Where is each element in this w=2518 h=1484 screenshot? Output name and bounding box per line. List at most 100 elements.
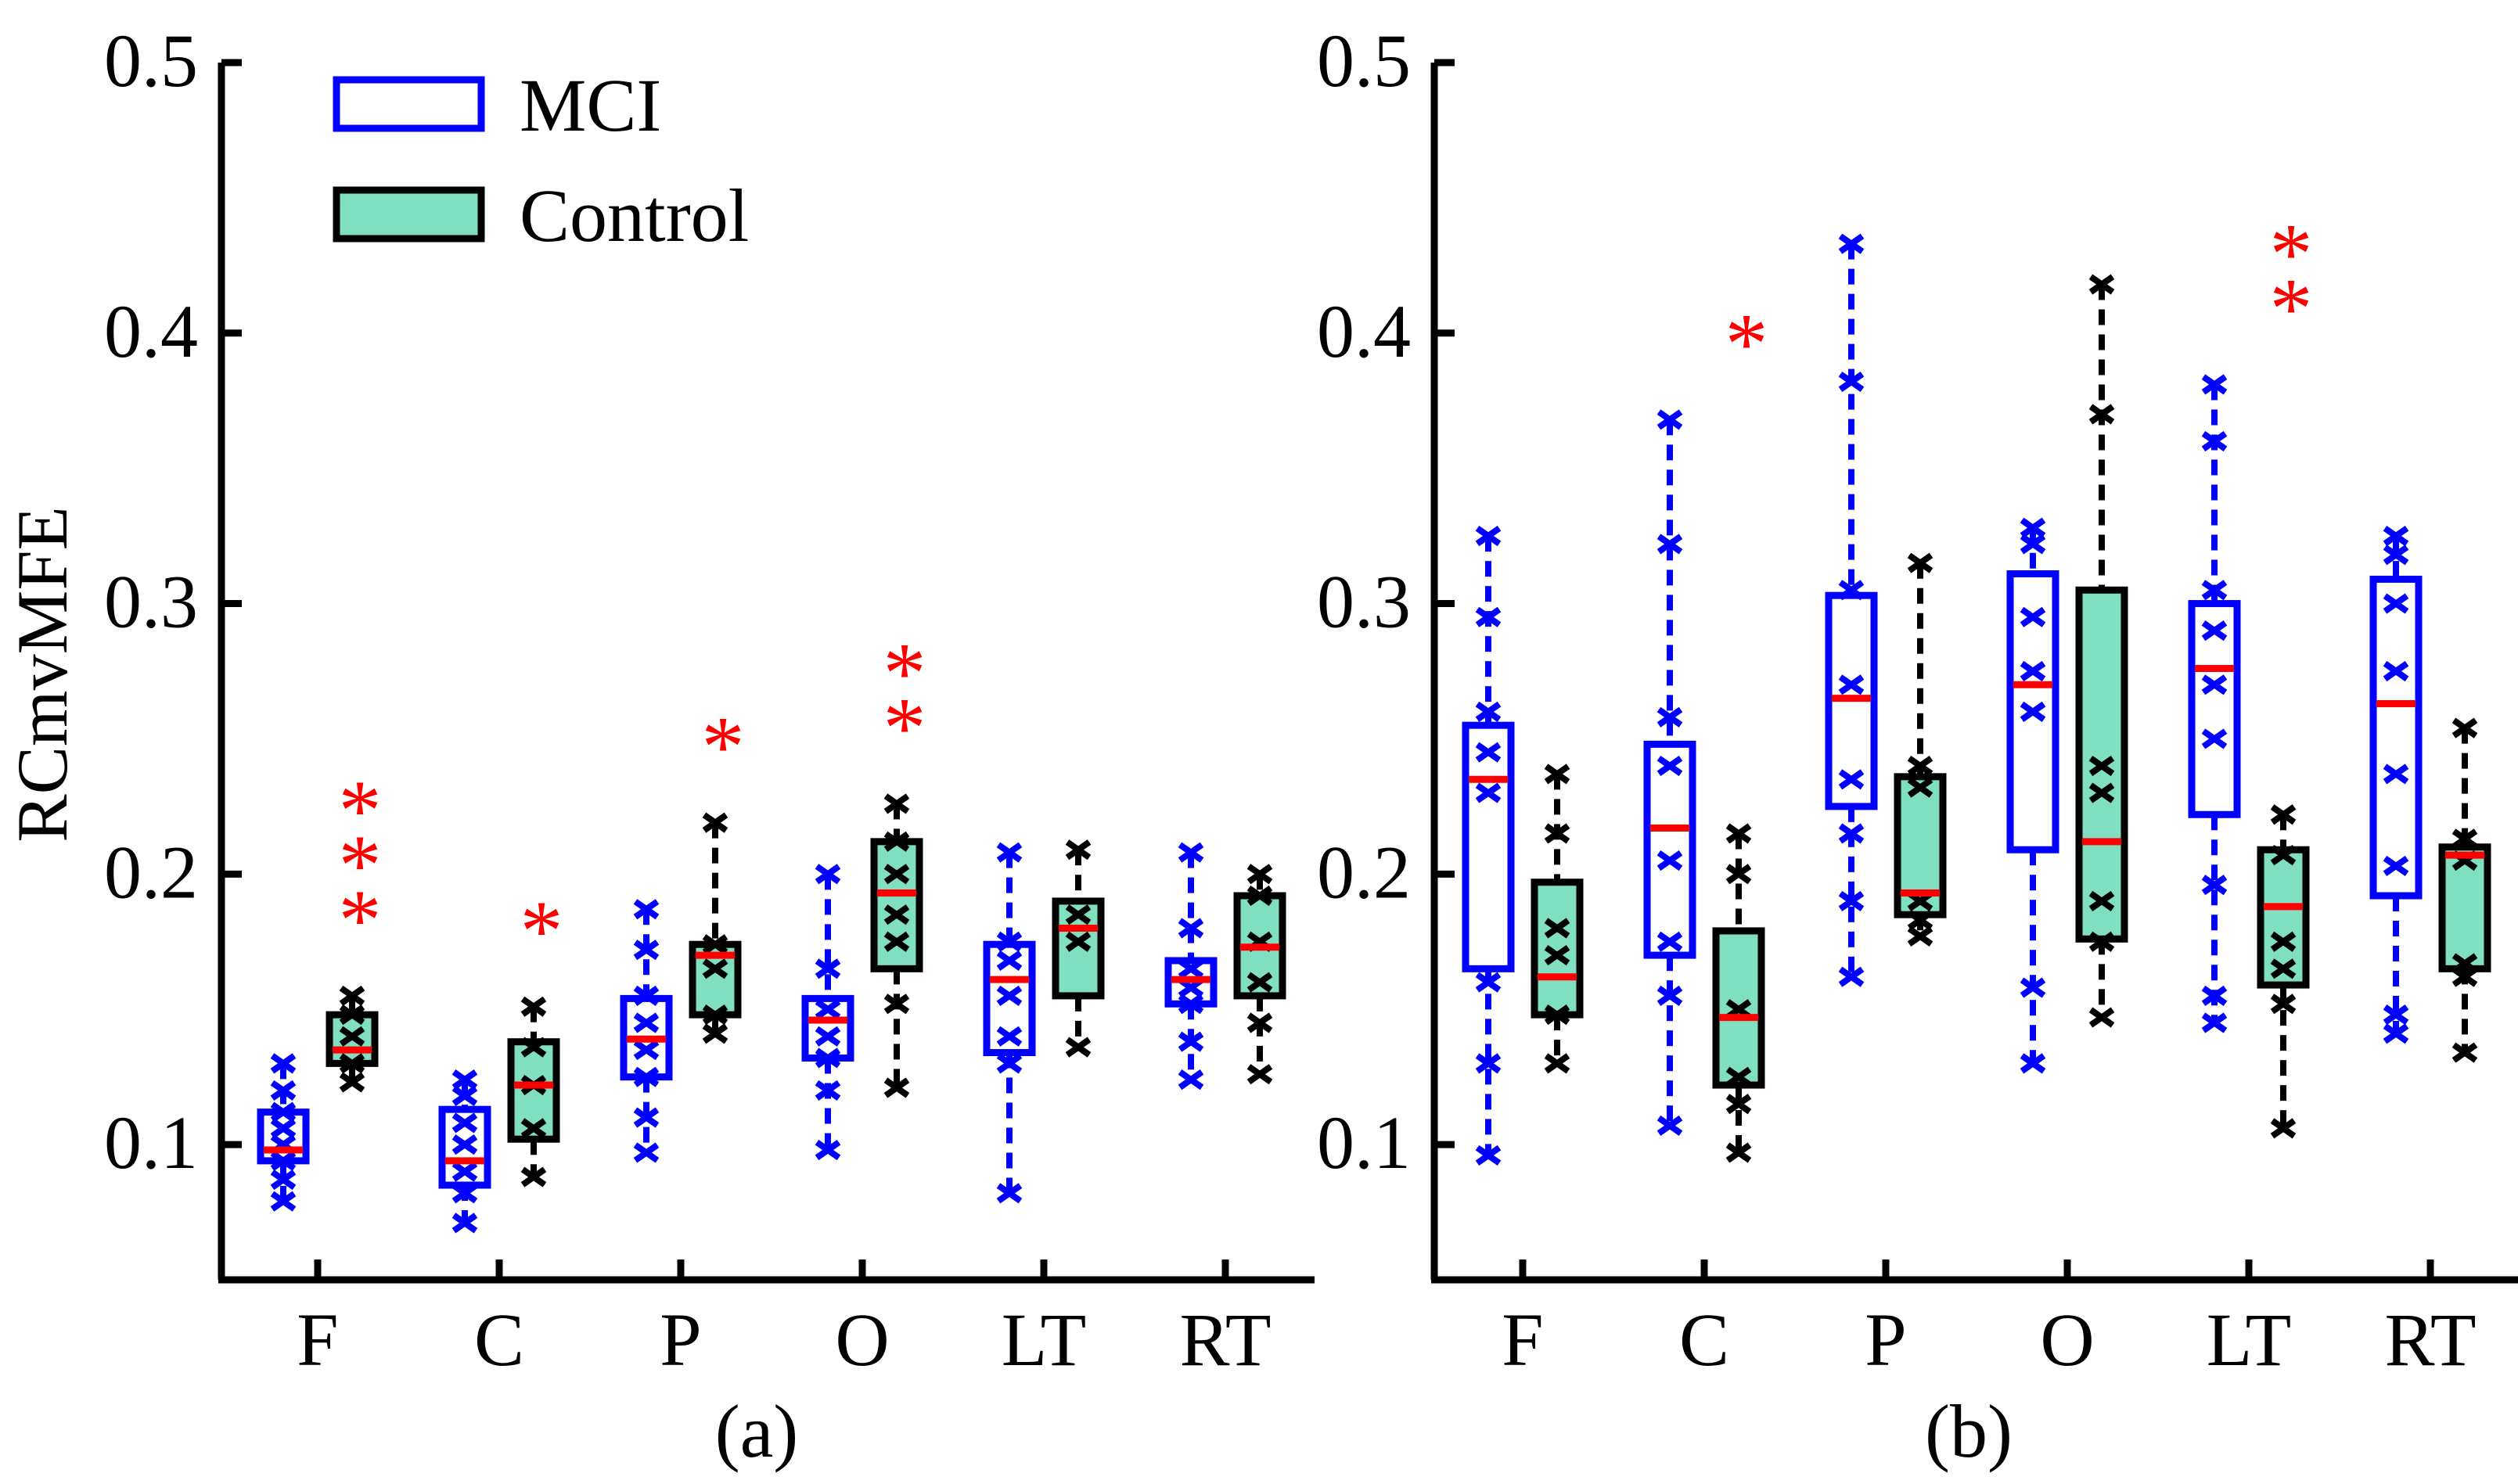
data-point [2020,660,2046,682]
mci-box-group [2188,374,2241,1033]
mci-box-group [801,864,854,1161]
control-box-group [1712,823,1765,1163]
data-point [2088,404,2115,425]
legend-label-mci: MCI [520,63,661,147]
mci-box-group [1643,409,1696,1136]
panel-label: (a) [715,1389,799,1473]
data-point [702,958,728,979]
point-stroke [1838,371,1865,393]
point-stroke [883,1077,910,1098]
point-stroke [2020,517,2046,538]
data-point [520,1037,547,1058]
mci-box-group [438,1069,491,1234]
control-box-group [1052,839,1105,1058]
data-point [2270,931,2297,952]
point-stroke [883,904,910,925]
data-point [2201,620,2228,641]
point-stroke [1065,839,1092,861]
data-point [1544,1004,1570,1026]
data-point [1907,910,1933,931]
point-stroke [451,1085,478,1106]
box [2188,600,2241,818]
data-point [1178,918,1204,939]
data-point [2201,580,2228,601]
y-tick-label: 0.1 [1317,1101,1411,1184]
data-point [996,842,1023,863]
control-box-group [2438,717,2491,1063]
point-stroke [1656,534,1683,555]
data-point [270,1080,297,1101]
point-stroke [2383,526,2409,547]
data-point [2020,517,2046,538]
data-point [1475,782,1502,803]
data-point [2270,1118,2297,1139]
box [1643,740,1696,959]
point-stroke [270,1118,297,1139]
point-stroke [2201,580,2228,601]
data-point [2451,953,2478,974]
panel-label: (b) [1925,1389,2013,1473]
data-point [1656,706,1683,728]
point-stroke [1178,1031,1204,1052]
point-stroke [520,1037,547,1058]
data-point [1907,925,1933,947]
point-stroke [2270,931,2297,952]
x-tick-label: F [1502,1298,1543,1382]
point-stroke [815,1047,841,1069]
point-stroke [1838,769,1865,790]
point-stroke [815,864,841,885]
data-point [1725,1094,1752,1115]
data-point [633,1012,660,1033]
x-tick-label: F [297,1298,338,1382]
y-tick-label: 0.3 [1317,560,1411,644]
point-stroke [2383,764,2409,785]
control-box-group [2075,274,2128,1028]
x-tick-label: C [474,1298,524,1382]
data-point [451,1112,478,1134]
x-tick-label: RT [2385,1298,2477,1382]
point-stroke [2088,1007,2115,1028]
point-stroke [270,1053,297,1074]
point-stroke [996,931,1023,952]
data-point [633,1066,660,1087]
data-point [1544,1053,1570,1074]
point-stroke [1178,918,1204,939]
data-point [1544,918,1570,939]
box [1825,591,1878,810]
data-point [1838,674,1865,695]
control-box-group [1531,764,1584,1074]
point-stroke [270,1169,297,1191]
point-stroke [1065,931,1092,952]
point-stroke [1656,985,1683,1007]
significance-star: * [883,680,926,775]
point-stroke [1544,1053,1570,1074]
point-stroke [1725,1142,1752,1163]
data-point [1725,1142,1752,1163]
data-point [633,940,660,961]
data-point [883,994,910,1015]
x-tick-label: RT [1180,1298,1272,1382]
data-point [633,1040,660,1061]
y-tick-label: 0.4 [1317,289,1411,373]
data-point [883,864,910,885]
point-stroke [1246,972,1273,993]
data-point [815,1047,841,1069]
point-stroke [815,1139,841,1161]
point-stroke [2088,890,2115,911]
data-point [270,1101,297,1123]
point-stroke [270,1101,297,1123]
point-stroke [2451,1042,2478,1063]
data-point [339,985,365,1007]
point-stroke [2088,755,2115,777]
panel-a: 0.10.20.30.40.5F C P O LT RT*** ****(a) [104,19,1315,1473]
data-point [815,1139,841,1161]
data-point [1838,371,1865,393]
data-point [2020,1053,2046,1074]
point-stroke [1178,1069,1204,1091]
point-stroke [815,999,841,1020]
legend: MCI Control [333,63,749,257]
data-point [815,958,841,979]
point-stroke [2201,431,2228,452]
point-stroke [2088,404,2115,425]
